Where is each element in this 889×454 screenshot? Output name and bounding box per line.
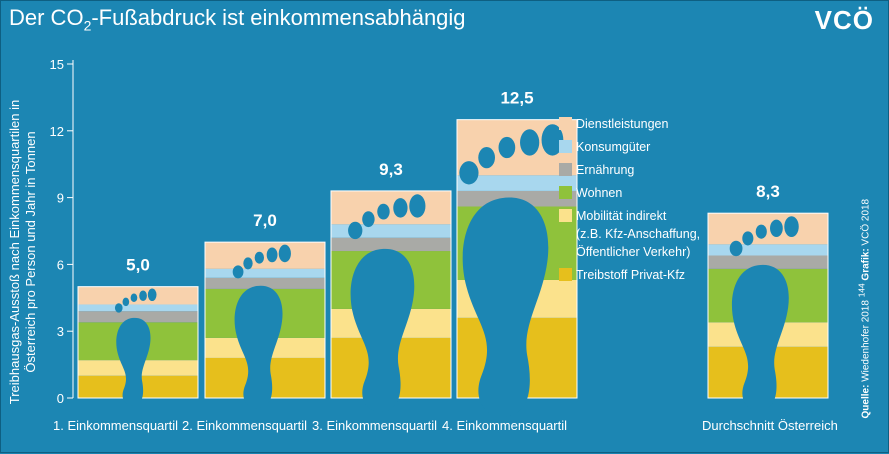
legend-label-mobilitaet_indirekt: Mobilität indirekt [576, 209, 667, 223]
bar-value-label: 5,0 [126, 256, 150, 275]
category-label: 4. Einkommensquartil [442, 418, 567, 433]
legend-swatch-konsumgueter [559, 140, 572, 153]
category-label: 2. Einkommensquartil [182, 418, 307, 433]
footprint-sole [116, 317, 151, 406]
footprint-sole [731, 264, 789, 411]
bar-group: 8,3 [707, 182, 829, 411]
footprint-toe [130, 293, 138, 303]
footprint-toe [459, 161, 479, 185]
footprint-toe [393, 198, 408, 218]
footprint-sole [350, 248, 415, 412]
footprint-toe [348, 221, 363, 240]
legend-label-ernaehrung: Ernährung [576, 163, 634, 177]
footprint-sole [234, 285, 283, 409]
bar-segment-konsumgueter [457, 175, 577, 191]
bar-segment-ernaehrung [708, 255, 828, 269]
footprint-toe [147, 288, 157, 302]
legend-swatch-mobilitaet_indirekt [559, 209, 572, 222]
bar-segment-konsumgueter [78, 304, 198, 312]
category-label: 3. Einkommensquartil [312, 418, 437, 433]
footprint-sole [462, 197, 549, 417]
footprint-toe [377, 203, 390, 220]
category-label: Durchschnitt Österreich [702, 418, 838, 433]
y-tick-label: 12 [50, 124, 64, 139]
bar-value-label: 9,3 [379, 160, 403, 179]
footprint-toe [139, 290, 147, 302]
footprint-icon [459, 124, 564, 417]
legend-label-konsumgueter: Konsumgüter [576, 140, 650, 154]
bar-group: 7,0 [204, 211, 326, 409]
bar-group: 5,0 [77, 256, 199, 406]
footprint-toe [362, 211, 375, 228]
page-title: Der CO2-Fußabdruck ist einkommensabhängi… [9, 5, 466, 34]
y-tick-label: 0 [57, 391, 64, 406]
footprint-toe [254, 251, 265, 264]
footprint-toe [541, 124, 564, 156]
legend-label-mobilitaet_indirekt: Öffentlicher Verkehr) [576, 245, 690, 259]
bar-segment-dienstleistungen [205, 242, 325, 269]
footprint-toe [520, 129, 540, 156]
legend-swatch-wohnen [559, 186, 572, 199]
legend: Dienstleistungen Konsumgüter Ernährung Wohn… [559, 117, 700, 282]
footprint-toe [122, 297, 130, 307]
bar-segment-dienstleistungen [708, 213, 828, 245]
footprint-toe [770, 219, 783, 238]
bar-segment-ernaehrung [78, 311, 198, 323]
footprint-icon [232, 244, 291, 409]
footprint-toe [266, 247, 278, 263]
footprint-toe [478, 146, 495, 169]
footprint-toe [278, 244, 291, 263]
footprint-icon [348, 194, 426, 412]
footprint-toe [232, 265, 244, 279]
bar-segment-ernaehrung [205, 277, 325, 289]
bar-segment-dienstleistungen [331, 190, 451, 225]
vcoe-logo: VCÖ [814, 5, 874, 35]
legend-label-mobilitaet_indirekt: (z.B. Kfz-Anschaffung, [576, 227, 700, 241]
bar-value-label: 7,0 [253, 211, 277, 230]
bar-group: 12,5 [456, 89, 578, 417]
legend-swatch-treibstoff [559, 268, 572, 281]
bar-group: 9,3 [330, 160, 452, 412]
category-label: 1. Einkommensquartil [53, 418, 178, 433]
bar-segment-ernaehrung [331, 237, 451, 252]
bar-segment-konsumgueter [708, 244, 828, 256]
footprint-toe [755, 224, 767, 239]
y-tick-label: 6 [57, 257, 64, 272]
legend-swatch-ernaehrung [559, 163, 572, 176]
y-tick-label: 3 [57, 324, 64, 339]
footprint-toe [409, 194, 426, 218]
footprint-toe [742, 231, 754, 246]
footprint-toe [498, 136, 516, 159]
legend-label-dienstleistungen: Dienstleistungen [576, 117, 668, 131]
bar-value-label: 8,3 [756, 182, 780, 201]
y-tick-label: 9 [57, 191, 64, 206]
footprint-toe [114, 303, 123, 313]
footprint-toe [729, 240, 743, 257]
legend-label-wohnen: Wohnen [576, 186, 622, 200]
bar-value-label: 12,5 [500, 89, 533, 108]
footprint-icon [114, 288, 157, 406]
bar-segment-dienstleistungen [78, 286, 198, 305]
footprint-toe [784, 216, 799, 238]
legend-label-treibstoff: Treibstoff Privat-Kfz [576, 268, 685, 282]
legend-swatch-dienstleistungen [559, 117, 572, 130]
bar-segment-konsumgueter [205, 268, 325, 278]
footprint-icon [729, 216, 799, 411]
y-tick-label: 15 [50, 57, 64, 72]
footprint-toe [243, 257, 253, 270]
